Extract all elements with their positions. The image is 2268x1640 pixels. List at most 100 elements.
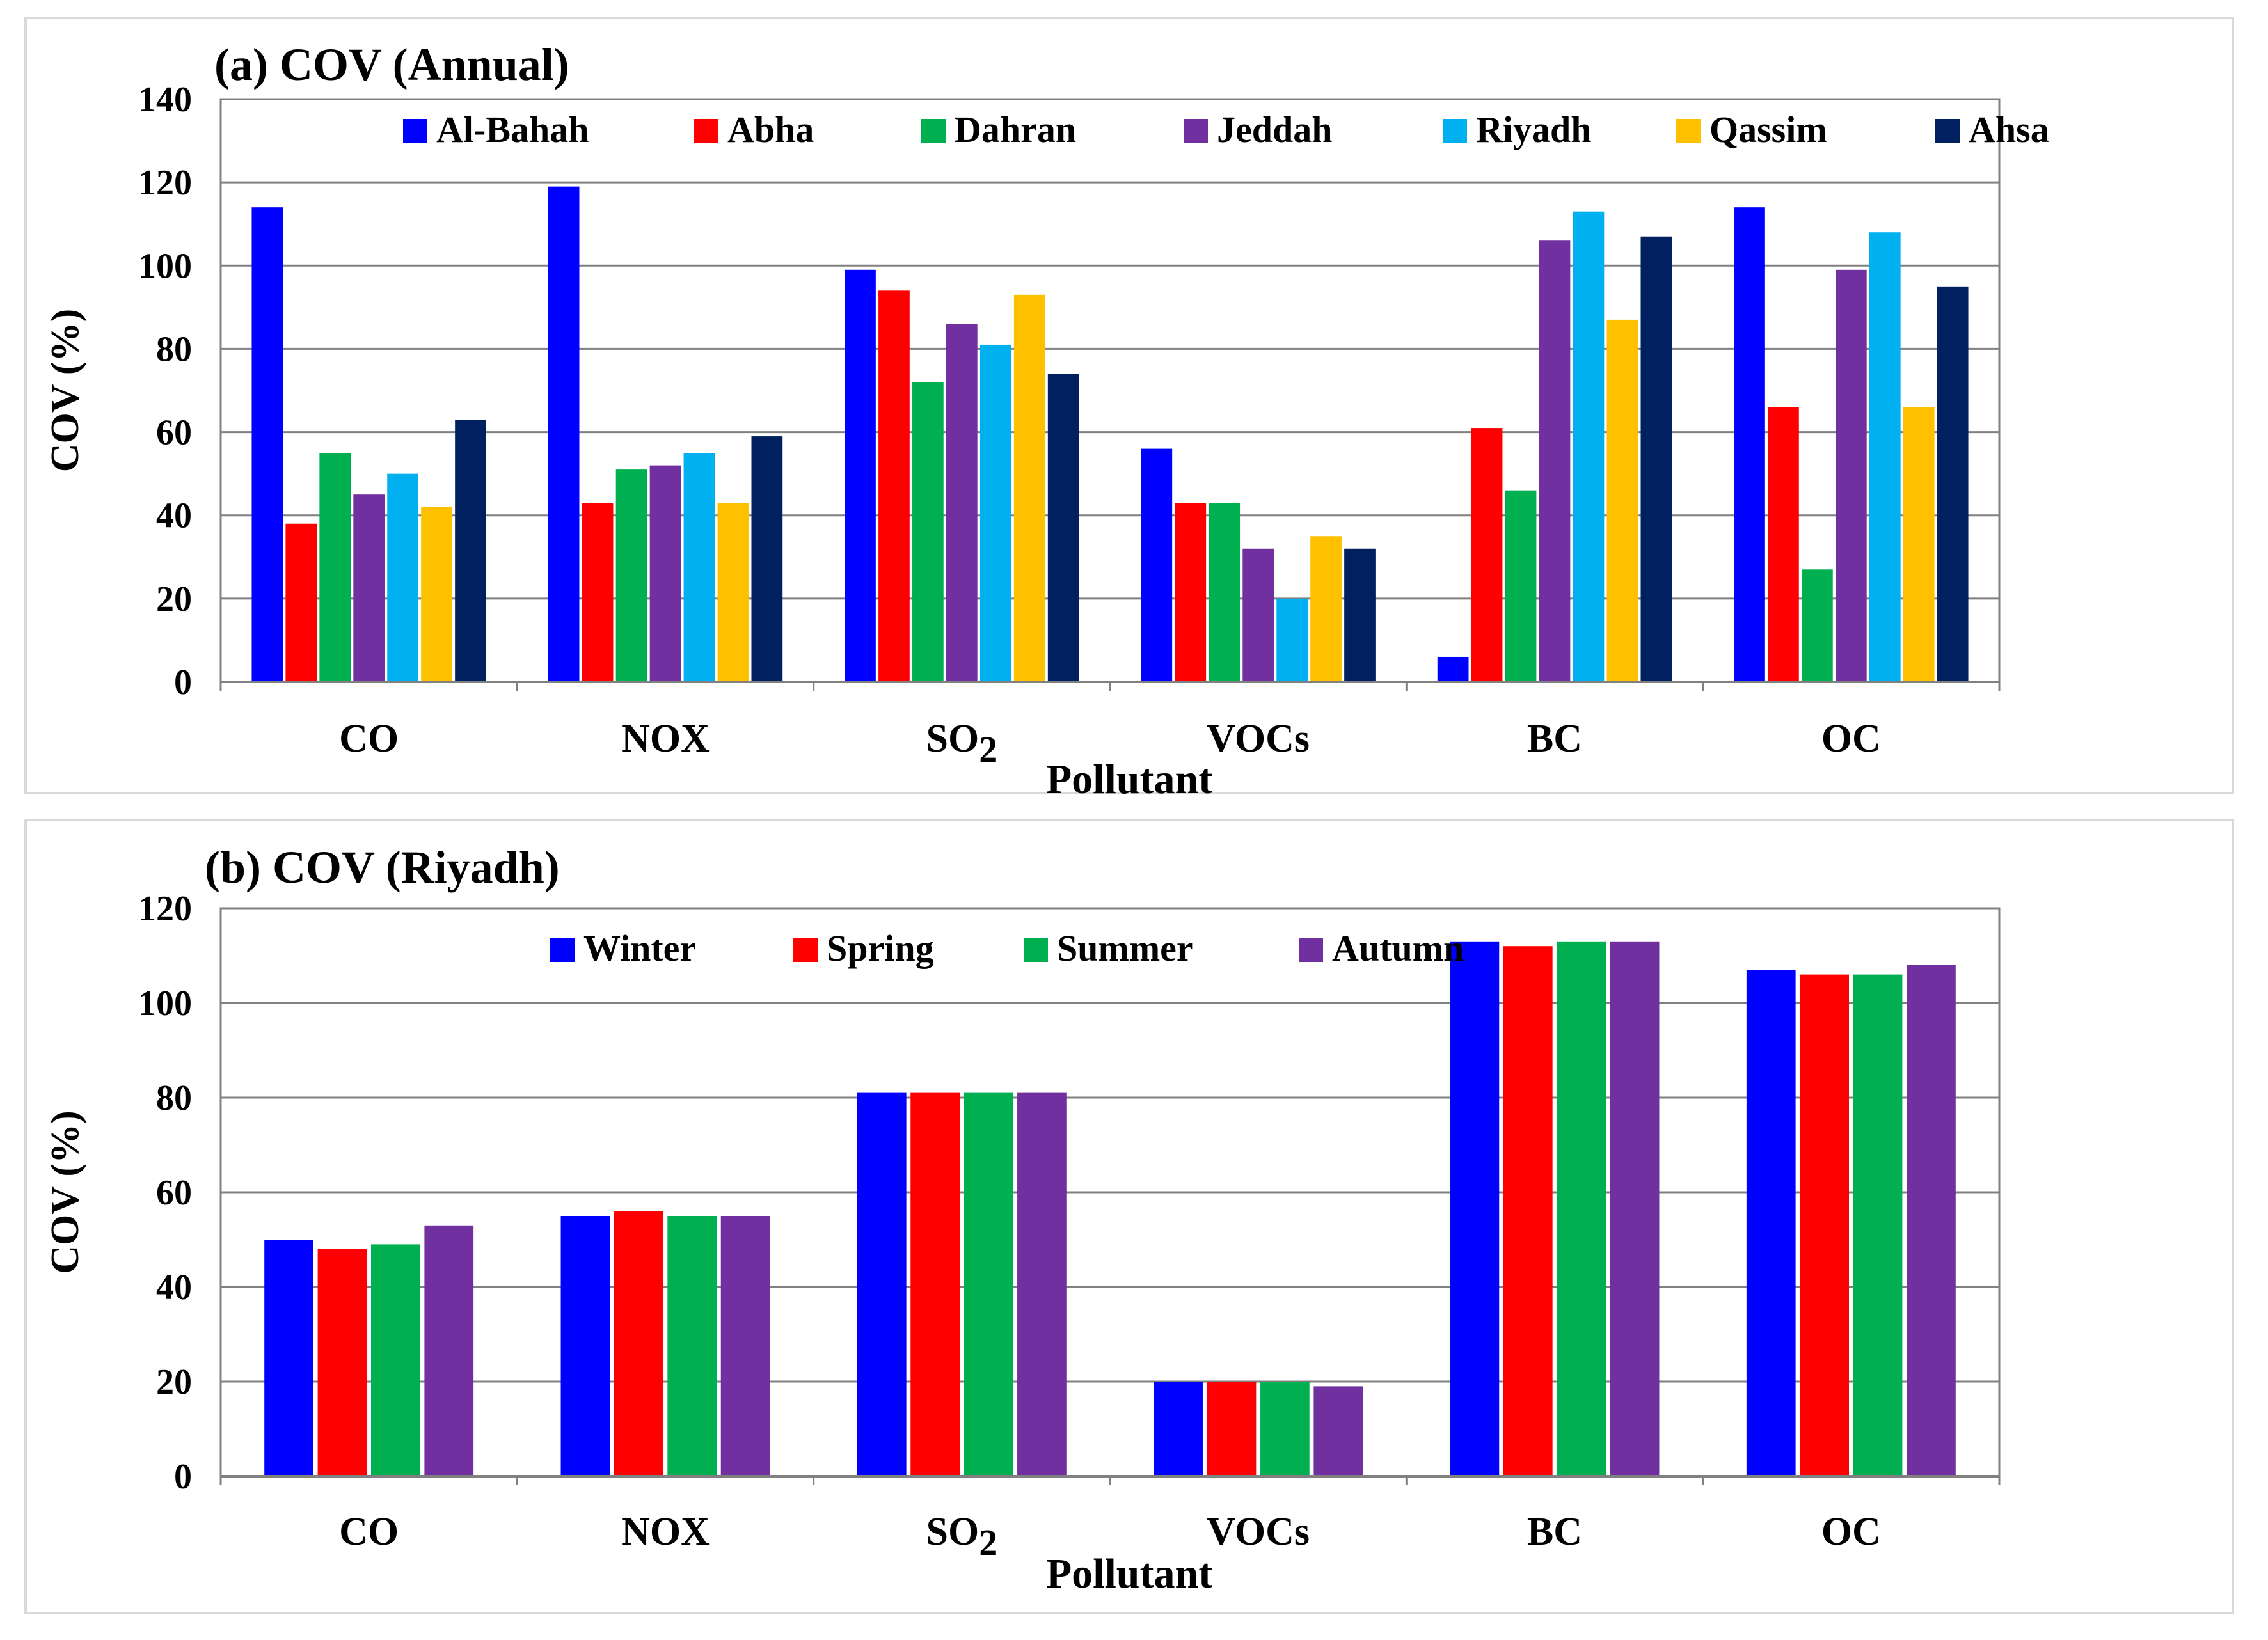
bar-autumn-co <box>424 1225 474 1476</box>
legend-label-al-bahah: Al-Bahah <box>436 109 589 150</box>
bar-jeddah-co <box>353 494 385 682</box>
x-category-label: BC <box>1527 717 1582 761</box>
legend-swatch-summer <box>1024 938 1048 962</box>
plot-area <box>219 98 2001 683</box>
bar-qassim-co <box>421 507 452 682</box>
x-category-label: CO <box>339 1510 399 1554</box>
bar-autumn-bc <box>1610 941 1660 1476</box>
bar-winter-so <box>857 1092 907 1476</box>
legend-label-dahran: Dahran <box>955 109 1076 150</box>
legend-label-ahsa: Ahsa <box>1969 109 2049 150</box>
legend-label-autumn: Autumn <box>1332 927 1464 969</box>
legend-label-riyadh: Riyadh <box>1476 109 1592 150</box>
bar-autumn-oc <box>1907 965 1956 1476</box>
bar-autumn-so <box>1017 1092 1067 1476</box>
bar-riyadh-oc <box>1869 232 1901 682</box>
legend-label-summer: Summer <box>1057 927 1193 969</box>
bar-summer-co <box>371 1244 420 1476</box>
bar-jeddah-oc <box>1835 269 1867 682</box>
chart-title: (a) COV (Annual) <box>214 39 569 90</box>
bar-abha-co <box>285 523 317 682</box>
panel-frame <box>24 17 2234 794</box>
bar-winter-oc <box>1746 970 1796 1476</box>
bar-abha-vocs <box>1175 503 1207 682</box>
bar-dahran-oc <box>1802 569 1833 682</box>
legend-swatch-abha <box>694 119 718 143</box>
bar-qassim-nox <box>717 503 749 682</box>
y-tick-label: 0 <box>174 663 192 702</box>
bar-spring-so <box>910 1092 960 1476</box>
bar-riyadh-vocs <box>1276 598 1308 682</box>
bar-al-bahah-oc <box>1734 207 1765 682</box>
bar-winter-vocs <box>1154 1382 1203 1476</box>
y-axis-title: COV (%) <box>44 1110 87 1273</box>
bar-winter-co <box>264 1240 313 1476</box>
bar-riyadh-nox <box>683 453 715 682</box>
bar-summer-vocs <box>1260 1382 1310 1476</box>
y-tick-label: 20 <box>156 580 192 619</box>
x-category-label: BC <box>1527 1510 1582 1554</box>
legend-label-jeddah: Jeddah <box>1217 109 1333 150</box>
legend: Winter Spring Summer Autumn <box>550 927 1464 969</box>
bar-abha-nox <box>582 503 614 682</box>
x-category-label: OC <box>1821 1510 1881 1554</box>
bar-qassim-bc <box>1606 319 1638 682</box>
x-category-label: NOX <box>621 717 710 761</box>
legend: Al-Bahah Abha Dahran Jeddah Riyadh Qassim Ahsa <box>403 109 2049 150</box>
bar-jeddah-bc <box>1539 240 1571 682</box>
bar-abha-bc <box>1471 428 1503 682</box>
y-tick-label: 60 <box>156 413 192 453</box>
bar-winter-bc <box>1450 941 1500 1476</box>
legend-swatch-autumn <box>1299 938 1323 962</box>
bar-ahsa-so <box>1047 374 1079 682</box>
x-category-label: OC <box>1821 717 1881 761</box>
bar-riyadh-so <box>979 344 1011 682</box>
legend-label-winter: Winter <box>583 927 696 969</box>
bar-al-bahah-vocs <box>1141 448 1173 682</box>
bar-spring-nox <box>614 1211 663 1476</box>
x-category-label: VOCs <box>1207 1510 1310 1554</box>
bar-al-bahah-co <box>251 207 283 682</box>
bar-spring-bc <box>1503 946 1553 1476</box>
x-category-label: NOX <box>621 1510 710 1554</box>
y-tick-label: 40 <box>156 1268 192 1307</box>
legend-swatch-qassim <box>1676 119 1701 143</box>
y-tick-label: 40 <box>156 496 192 536</box>
bar-riyadh-bc <box>1573 211 1605 682</box>
bar-qassim-oc <box>1903 407 1935 682</box>
bar-dahran-co <box>319 453 351 682</box>
legend-swatch-jeddah <box>1184 119 1208 143</box>
y-tick-label: 0 <box>174 1457 192 1497</box>
bar-dahran-nox <box>615 469 647 682</box>
bar-jeddah-nox <box>649 465 681 682</box>
x-category-label: SO2 <box>926 1510 997 1563</box>
bar-qassim-vocs <box>1310 536 1342 682</box>
chart-panel-b: 0 20 40 60 80 100 120 CO NOX SO2 VOCs BC OC Pollutant… <box>24 819 2234 1614</box>
y-axis-title: COV (%) <box>44 309 87 472</box>
bar-autumn-nox <box>720 1216 770 1476</box>
bar-summer-nox <box>667 1216 717 1476</box>
bar-spring-oc <box>1800 974 1849 1476</box>
legend-swatch-dahran <box>921 119 946 143</box>
legend-swatch-spring <box>793 938 818 962</box>
bar-ahsa-oc <box>1937 286 1969 682</box>
bar-summer-so <box>964 1092 1013 1476</box>
x-axis-title: Pollutant <box>1046 756 1212 803</box>
y-tick-label: 20 <box>156 1362 192 1402</box>
bar-abha-oc <box>1768 407 1799 682</box>
chart-panel-a: 0 20 40 60 80 100 120 140 CO NOX SO2 VOCs BC OC Pollut… <box>24 17 2234 803</box>
y-tick-label: 120 <box>138 889 192 929</box>
y-tick-label: 100 <box>138 984 192 1023</box>
bar-abha-so <box>878 290 910 682</box>
bar-dahran-bc <box>1505 490 1537 682</box>
bar-dahran-vocs <box>1209 503 1241 682</box>
y-tick-label: 140 <box>138 80 192 120</box>
chart-title: (b) COV (Riyadh) <box>205 842 560 893</box>
bar-spring-co <box>317 1249 367 1476</box>
panel-frame <box>24 819 2234 1614</box>
bar-qassim-so <box>1013 294 1045 682</box>
bar-winter-nox <box>560 1216 610 1476</box>
bar-riyadh-co <box>387 473 418 682</box>
bar-autumn-vocs <box>1313 1386 1363 1476</box>
